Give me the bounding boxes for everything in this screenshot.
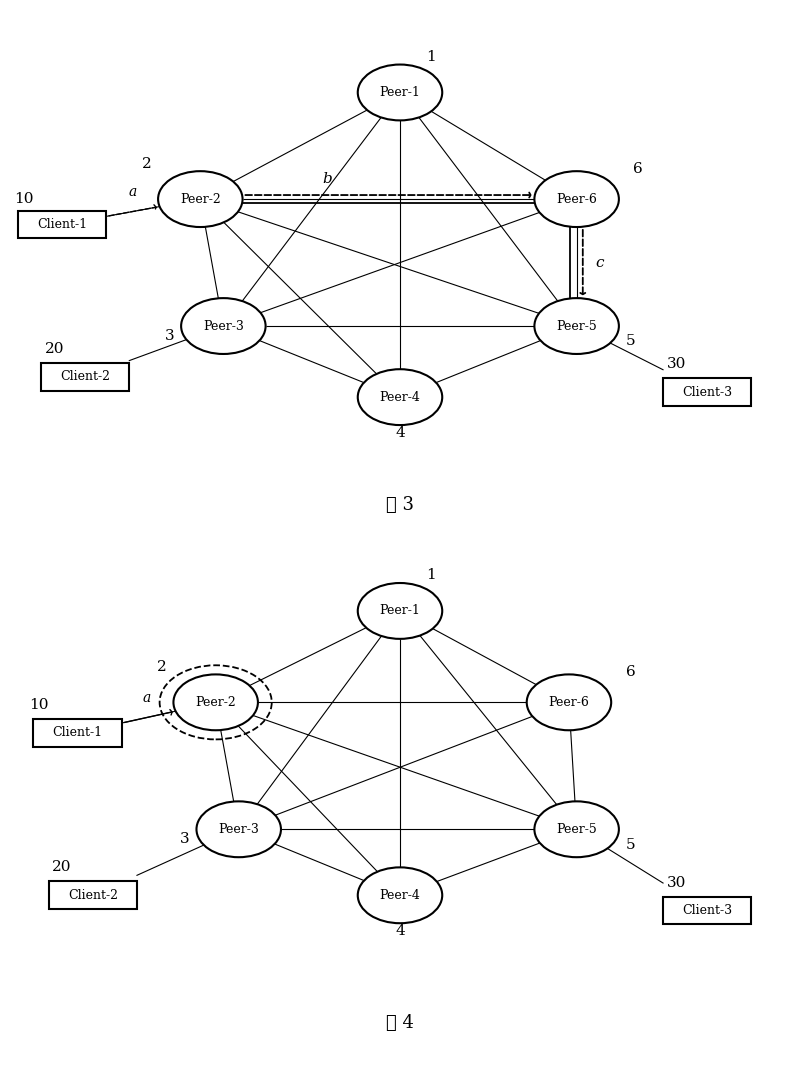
Text: 10: 10 <box>30 698 49 712</box>
Text: 30: 30 <box>666 876 686 889</box>
Text: a: a <box>142 691 150 704</box>
FancyBboxPatch shape <box>41 362 130 391</box>
Text: Peer-1: Peer-1 <box>379 604 421 618</box>
Text: 图 4: 图 4 <box>386 1014 414 1033</box>
Text: 10: 10 <box>14 192 34 206</box>
Text: 20: 20 <box>52 861 72 874</box>
Text: a: a <box>128 185 137 199</box>
Text: Peer-6: Peer-6 <box>549 696 590 709</box>
Text: 3: 3 <box>165 329 174 343</box>
Circle shape <box>526 675 611 730</box>
Text: 20: 20 <box>45 342 64 356</box>
Circle shape <box>358 867 442 924</box>
Circle shape <box>358 369 442 425</box>
Text: Client-1: Client-1 <box>52 726 102 740</box>
Circle shape <box>358 64 442 121</box>
Text: 1: 1 <box>426 50 435 64</box>
Circle shape <box>534 171 619 227</box>
Text: Peer-1: Peer-1 <box>379 86 421 99</box>
Text: Client-2: Client-2 <box>68 888 118 902</box>
Text: 6: 6 <box>634 161 643 175</box>
Circle shape <box>197 802 281 857</box>
FancyBboxPatch shape <box>34 718 122 747</box>
Text: 5: 5 <box>626 335 635 348</box>
Text: 图 3: 图 3 <box>386 496 414 514</box>
Text: Peer-6: Peer-6 <box>556 192 597 205</box>
Text: Peer-4: Peer-4 <box>379 888 421 902</box>
Text: Peer-3: Peer-3 <box>218 823 259 836</box>
Text: Peer-2: Peer-2 <box>180 192 221 205</box>
Text: Client-2: Client-2 <box>60 370 110 384</box>
Text: c: c <box>596 255 604 269</box>
Text: 6: 6 <box>626 665 635 679</box>
FancyBboxPatch shape <box>18 211 106 238</box>
Text: Peer-2: Peer-2 <box>195 696 236 709</box>
Text: Peer-5: Peer-5 <box>556 823 597 836</box>
Text: 30: 30 <box>666 357 686 371</box>
Text: Peer-5: Peer-5 <box>556 320 597 332</box>
Text: 1: 1 <box>426 569 435 583</box>
Text: Client-1: Client-1 <box>37 218 87 231</box>
Text: b: b <box>322 172 332 186</box>
Text: 4: 4 <box>395 425 405 439</box>
Text: 2: 2 <box>157 660 166 673</box>
Text: 2: 2 <box>142 156 151 171</box>
Circle shape <box>534 802 619 857</box>
FancyBboxPatch shape <box>663 897 751 925</box>
FancyBboxPatch shape <box>49 881 137 910</box>
Text: 3: 3 <box>180 833 190 847</box>
Text: 5: 5 <box>626 837 635 852</box>
Text: Peer-4: Peer-4 <box>379 390 421 404</box>
FancyBboxPatch shape <box>663 378 751 406</box>
Circle shape <box>181 298 266 354</box>
Circle shape <box>174 675 258 730</box>
Text: Client-3: Client-3 <box>682 904 732 917</box>
Text: Client-3: Client-3 <box>682 386 732 399</box>
Circle shape <box>534 298 619 354</box>
Circle shape <box>358 583 442 639</box>
Text: Peer-3: Peer-3 <box>203 320 244 332</box>
Text: 4: 4 <box>395 924 405 938</box>
Circle shape <box>158 171 242 227</box>
